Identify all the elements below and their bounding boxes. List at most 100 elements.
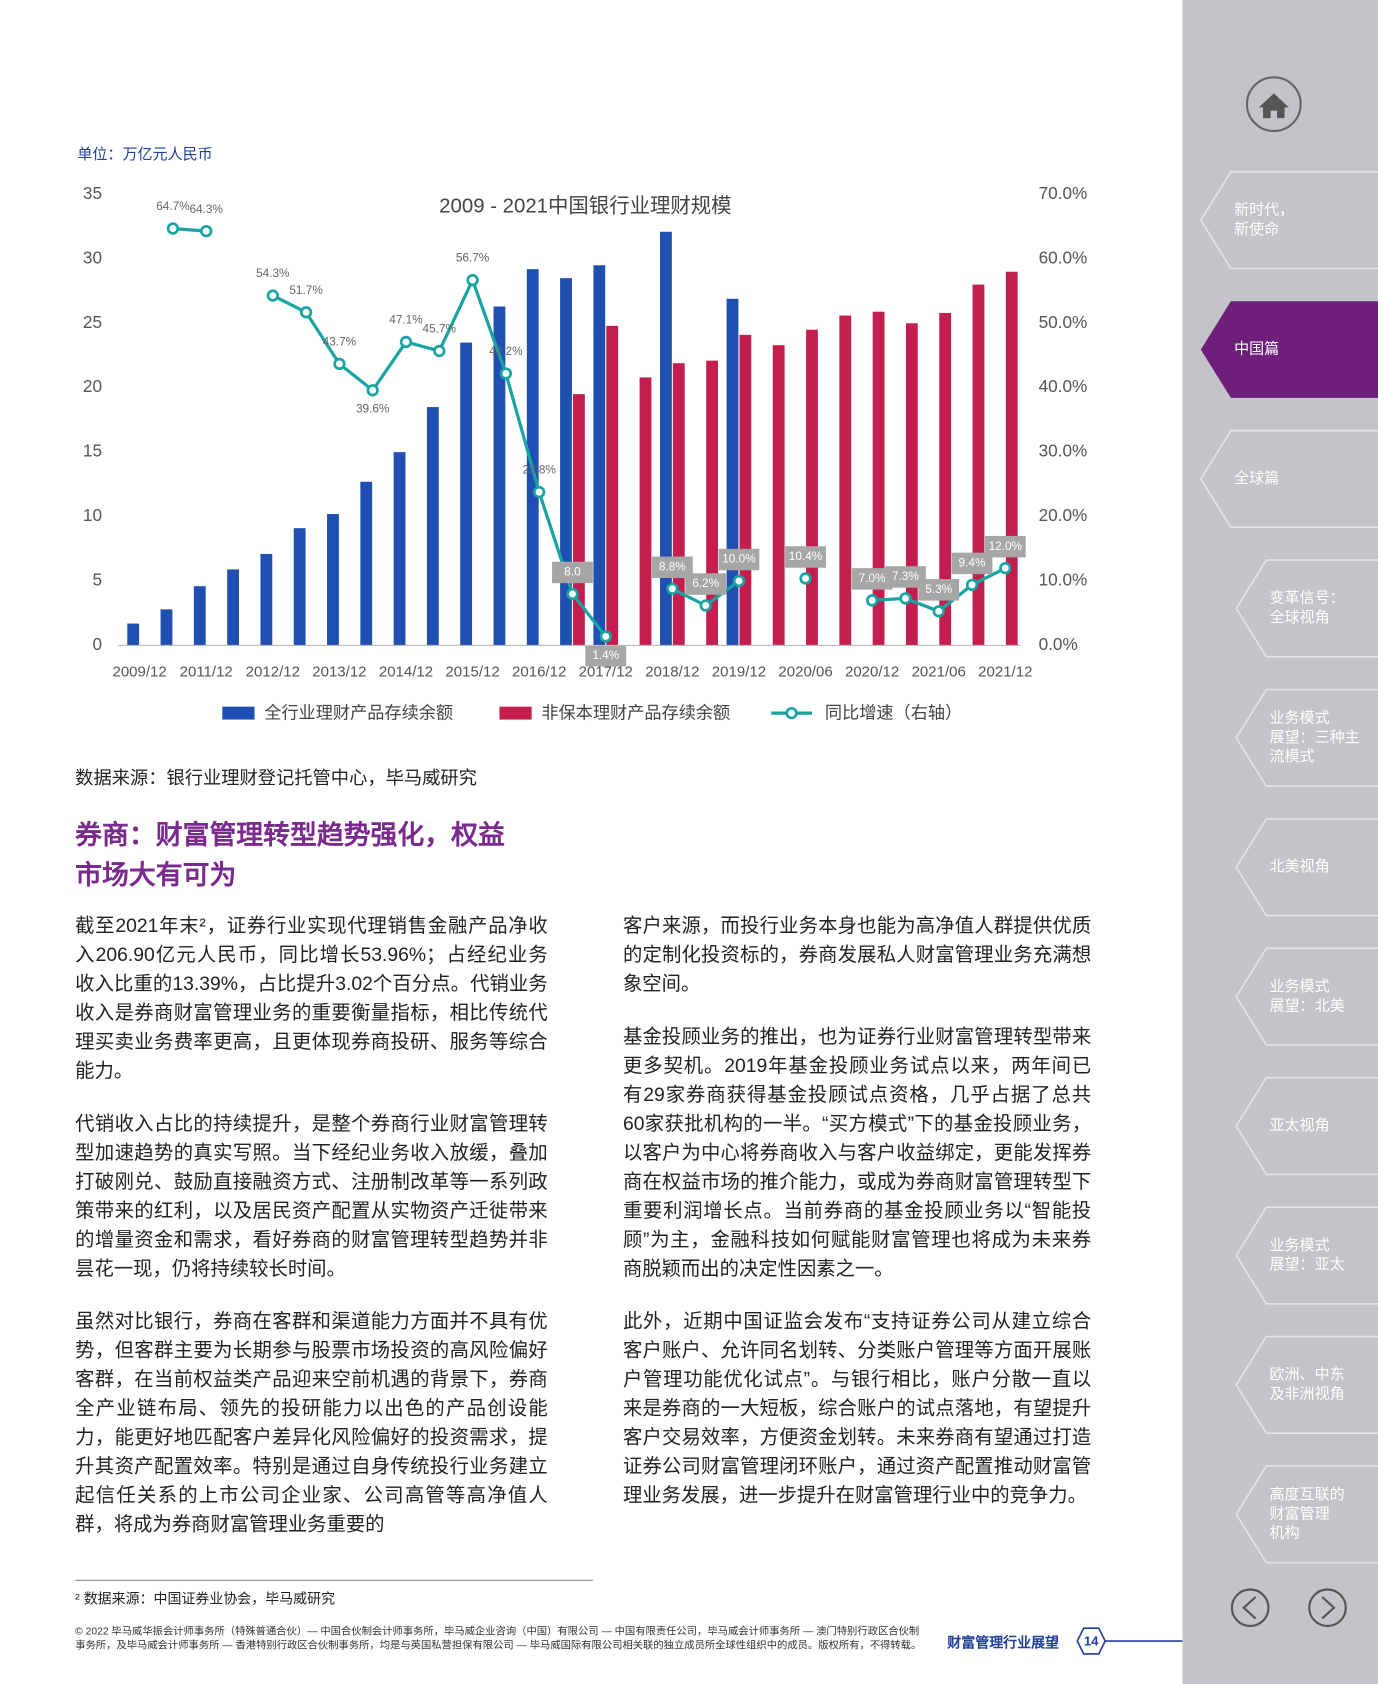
x-tick-label: 2013/12 [312, 663, 366, 680]
value-label-box [651, 556, 693, 579]
page-number: 14 [1084, 1634, 1099, 1649]
value-label-box [585, 645, 627, 667]
value-label-box [951, 552, 993, 575]
page-number-badge: 14 [1076, 1627, 1183, 1655]
nav-item-label: 业务模式 [1270, 978, 1330, 995]
nav-item-label: 机构 [1270, 1525, 1300, 1542]
value-label-box [552, 561, 593, 584]
legend-swatch [785, 706, 798, 720]
line-point [299, 306, 313, 319]
line-point [799, 572, 812, 585]
nav-item[interactable]: 中国篇 [1200, 301, 1378, 398]
y-tick-label: 5 [92, 570, 102, 590]
nav-item-label: 新使命 [1234, 220, 1279, 238]
value-label-box [718, 548, 760, 571]
nav-item-bg [1200, 301, 1378, 398]
x-tick-label: 2014/12 [379, 663, 433, 680]
y-tick-label: 0 [92, 634, 102, 654]
prev-circle [1230, 1588, 1270, 1628]
bar [706, 360, 719, 646]
paragraph: 代销收入占比的持续提升，是整个券商行业财富管理转型加速趋势的真实写照。当下经纪业… [75, 1112, 548, 1280]
legend-swatch [499, 706, 532, 720]
value-label: 7.0% [859, 571, 886, 585]
value-label: 56.7% [456, 251, 490, 265]
y2-tick-label: 70.0% [1039, 183, 1088, 203]
bar [839, 315, 852, 646]
home-icon [1258, 93, 1289, 119]
copyright: © 2022 毕马威华振会计师事务所（特殊普通合伙）— 中国合伙制会计师事务所，… [75, 1626, 922, 1652]
section-heading: 券商：财富管理转型趋势强化，权益 市场大有可为 [75, 816, 505, 895]
value-label: 23.8% [522, 463, 556, 477]
value-label: 12.0% [989, 539, 1023, 553]
x-tick-label: 2018/12 [645, 663, 699, 680]
value-label: 8.8% [659, 559, 686, 573]
bar [739, 334, 752, 646]
prev-button[interactable] [1230, 1588, 1270, 1628]
sidebar-nav: 新时代，新使命中国篇全球篇变革信号：全球视角业务模式展望：三种主流模式北美视角业… [1199, 76, 1378, 1628]
nav-item-outline [1235, 1076, 1378, 1176]
y2-tick-label: 10.0% [1039, 570, 1088, 590]
chart-title: 2009 - 2021中国银行业理财规模 [439, 195, 731, 218]
nav-item-label: 展望：亚太 [1270, 1256, 1345, 1273]
bar [327, 514, 339, 646]
nav-item[interactable]: 亚太视角 [1235, 1076, 1378, 1176]
legend-label: 同比增速（右轴） [825, 703, 962, 723]
heading-line: 券商：财富管理转型趋势强化，权益 [75, 820, 505, 851]
paragraph: 截至2021年末²，证券行业实现代理销售金融产品净收入206.90亿元人民币，同… [75, 915, 548, 1082]
line-point [499, 367, 513, 380]
nav-item[interactable]: 新时代， 新使命 [1199, 171, 1378, 270]
footnote: ² 数据来源：中国证券业协会，毕马威研究 [75, 1590, 336, 1607]
bar [393, 452, 406, 646]
y-tick-label: 25 [83, 312, 102, 332]
y2-tick-label: 30.0% [1039, 441, 1088, 461]
value-label-box [785, 546, 826, 568]
home-button[interactable] [1245, 76, 1302, 133]
value-label: 43.7% [323, 335, 357, 349]
next-button[interactable] [1308, 1588, 1347, 1628]
nav-item-outline [1199, 429, 1378, 529]
y-tick-label: 15 [83, 441, 102, 461]
line-point [599, 630, 612, 643]
line-point [433, 344, 446, 358]
bar [1005, 271, 1018, 646]
line-point [932, 605, 945, 618]
nav-item[interactable]: 北美视角 [1235, 818, 1378, 917]
bar [293, 528, 306, 646]
value-label: 5.3% [925, 582, 952, 596]
nav-item[interactable]: 全球篇 [1199, 429, 1378, 529]
nav-item[interactable]: 变革信号：全球视角 [1235, 559, 1378, 658]
line-point [532, 485, 546, 499]
next-icon [1321, 1596, 1336, 1620]
value-label: 1.4% [592, 648, 619, 662]
nav-item-label: 流模式 [1270, 748, 1315, 765]
value-label: 42.2% [489, 344, 523, 358]
column-left: 截至2021年末²，证券行业实现代理销售金融产品净收入206.90亿元人民币，同… [75, 912, 548, 1563]
sidebar [1182, 0, 1378, 1684]
footer-title: 财富管理行业展望 [947, 1634, 1060, 1651]
paragraph: 客户来源，而投行业务本身也能为高净值人群提供优质的定制化投资标的，券商发展私人财… [622, 915, 1092, 995]
x-tick-label: 2015/12 [445, 663, 499, 680]
line-point [865, 594, 879, 607]
line-point [466, 273, 479, 287]
line-point [999, 561, 1012, 575]
bar [460, 342, 473, 646]
nav-item-label: 财富管理 [1270, 1504, 1330, 1522]
chart: 2009 - 2021中国银行业理财规模 0 5 10 15 20 25 30 35 0.0% 1… [83, 183, 1088, 723]
bar [672, 363, 685, 646]
x-tick-label: 2011/12 [180, 663, 233, 680]
value-label-box [984, 535, 1026, 558]
value-label: 54.3% [256, 266, 290, 280]
bar [127, 623, 140, 646]
bar [160, 609, 173, 646]
nav-item-outline [1235, 688, 1378, 787]
line-point [965, 578, 979, 592]
nav-item-outline [1235, 1206, 1378, 1305]
line-point [666, 582, 679, 595]
nav-item-label: 高度互联的 [1270, 1486, 1345, 1503]
